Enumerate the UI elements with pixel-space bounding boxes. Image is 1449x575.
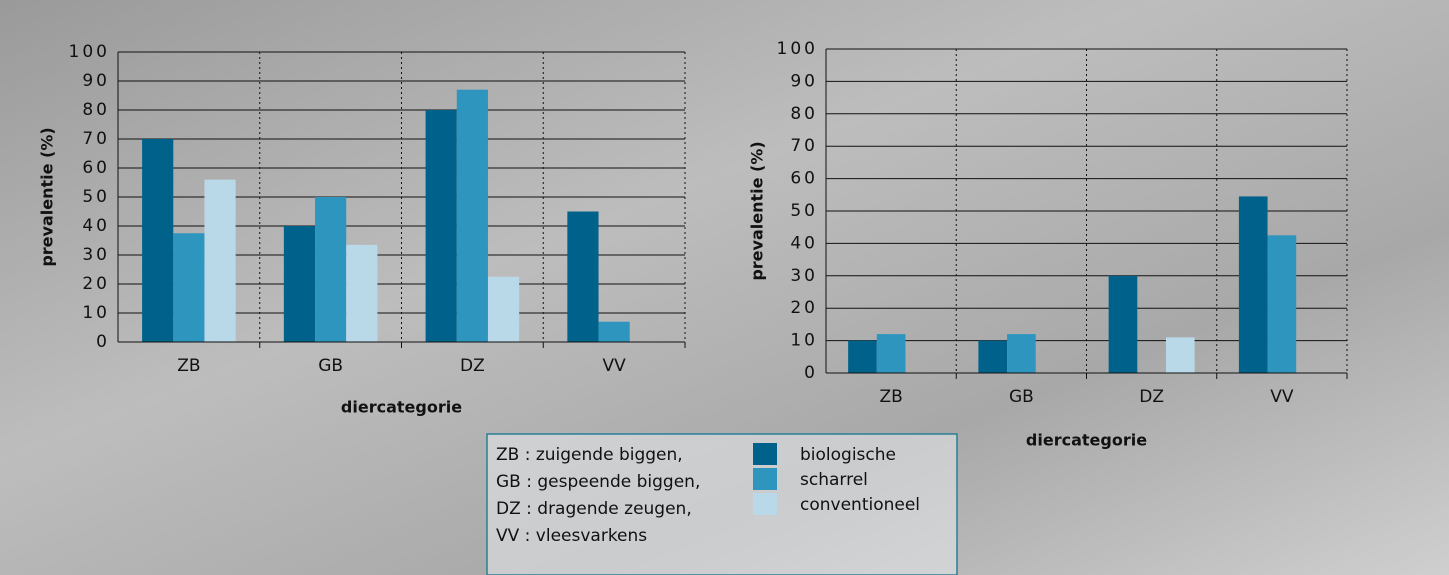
x-tick-label: GB [318,356,343,376]
x-axis-label: diercategorie [1026,431,1147,450]
y-axis-label: prevalentie (%) [748,141,767,280]
bar [284,226,315,342]
legend-note: DZ : dragende zeugen, [496,499,692,519]
bar [426,110,457,342]
y-tick-label: 90 [82,71,110,91]
y-tick-label: 90 [790,71,818,91]
legend-note: GB : gespeende biggen, [496,472,700,492]
bar [488,277,519,342]
x-tick-label: VV [1270,387,1294,407]
bar [848,341,877,373]
legend-swatch [753,443,777,465]
bar [978,341,1007,373]
y-tick-label: 30 [790,266,818,286]
y-axis-label: prevalentie (%) [38,127,57,266]
y-tick-label: 60 [790,169,818,189]
y-tick-label: 10 [790,331,818,351]
bar [1239,196,1268,373]
x-tick-label: VV [602,356,626,376]
x-tick-label: ZB [177,356,200,376]
bar [1109,276,1138,373]
y-tick-label: 10 [82,303,110,323]
x-tick-label: ZB [879,387,902,407]
bar [1007,334,1036,373]
y-tick-label: 80 [790,104,818,124]
legend-label: scharrel [800,470,868,490]
y-tick-label: 40 [790,233,818,253]
page: 0102030405060708090100ZBGBDZVVdiercatego… [0,0,1449,575]
y-tick-label: 50 [82,187,110,207]
bar [315,197,346,342]
y-tick-label: 20 [82,274,110,294]
y-tick-label: 0 [804,363,818,383]
bar [142,139,173,342]
y-tick-label: 100 [69,42,110,62]
y-tick-label: 0 [96,332,110,352]
bar [1166,337,1195,373]
legend-swatch [753,468,777,490]
y-tick-label: 50 [790,201,818,221]
bar [599,322,630,342]
y-tick-label: 100 [777,39,818,59]
legend-swatch [753,493,777,515]
legend-note: ZB : zuigende biggen, [496,445,683,465]
y-tick-label: 30 [82,245,110,265]
bar [457,90,488,342]
y-tick-label: 70 [790,136,818,156]
legend-label: conventioneel [800,495,920,515]
x-tick-label: DZ [1139,387,1164,407]
bar [877,334,906,373]
x-tick-label: DZ [460,356,485,376]
y-tick-label: 70 [82,129,110,149]
legend-note: VV : vleesvarkens [496,526,647,546]
bar [346,245,377,342]
legend-label: biologische [800,445,896,465]
bar [567,212,598,343]
bar [173,233,204,342]
y-tick-label: 80 [82,100,110,120]
y-tick-label: 40 [82,216,110,236]
x-axis-label: diercategorie [341,398,462,417]
x-tick-label: GB [1009,387,1034,407]
bar [1268,235,1297,373]
y-tick-label: 60 [82,158,110,178]
bar [204,180,235,342]
y-tick-label: 20 [790,298,818,318]
